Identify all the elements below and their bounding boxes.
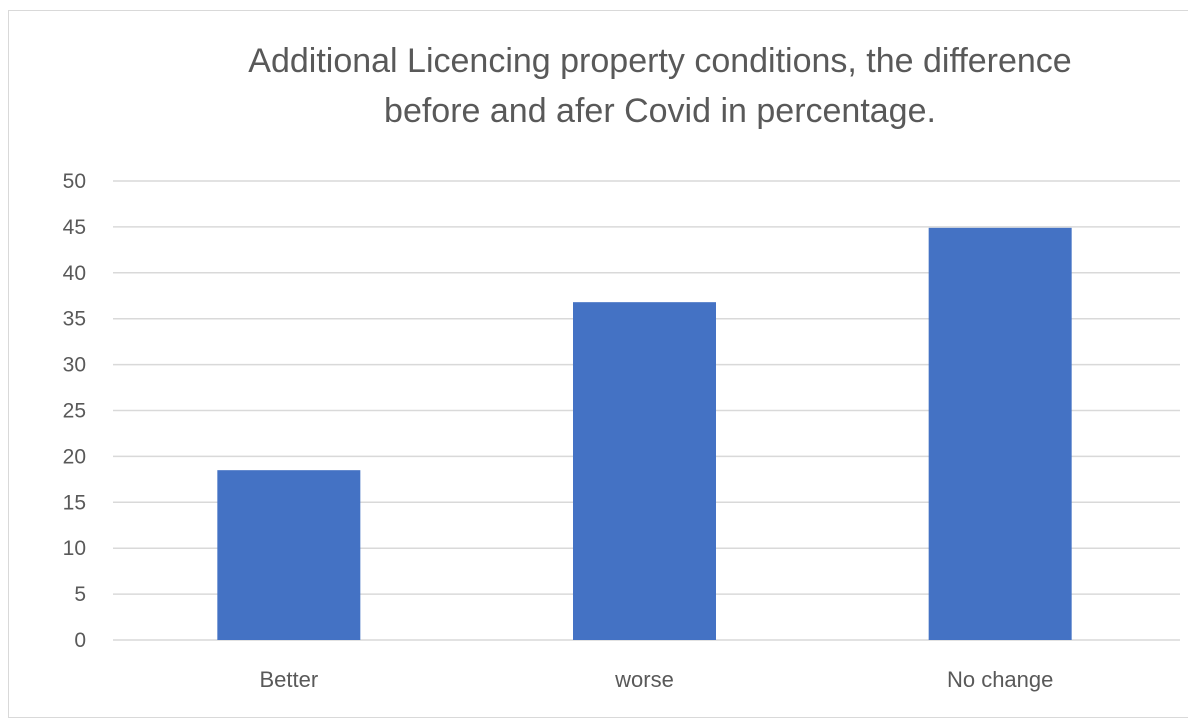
y-tick-label: 0 — [74, 629, 86, 652]
x-category-label: worse — [614, 667, 674, 692]
y-tick-label: 35 — [63, 308, 86, 331]
y-tick-label: 40 — [63, 262, 86, 285]
chart-title: Additional Licencing property conditions… — [140, 36, 1180, 136]
chart-title-line-2: before and afer Covid in percentage. — [384, 92, 936, 130]
bar-worse — [573, 302, 716, 640]
y-tick-label: 10 — [63, 537, 86, 560]
y-tick-label: 20 — [63, 445, 86, 468]
y-tick-label: 50 — [63, 170, 86, 193]
y-tick-label: 45 — [63, 216, 86, 239]
y-tick-label: 25 — [63, 400, 86, 423]
x-category-label: Better — [259, 667, 318, 692]
chart-title-line-1: Additional Licencing property conditions… — [248, 42, 1072, 80]
x-category-label: No change — [947, 667, 1053, 692]
y-tick-label: 15 — [63, 491, 86, 514]
bar-no-change — [928, 227, 1072, 640]
bar-better — [217, 470, 361, 640]
y-tick-label: 30 — [63, 354, 86, 377]
y-tick-label: 5 — [74, 583, 86, 606]
